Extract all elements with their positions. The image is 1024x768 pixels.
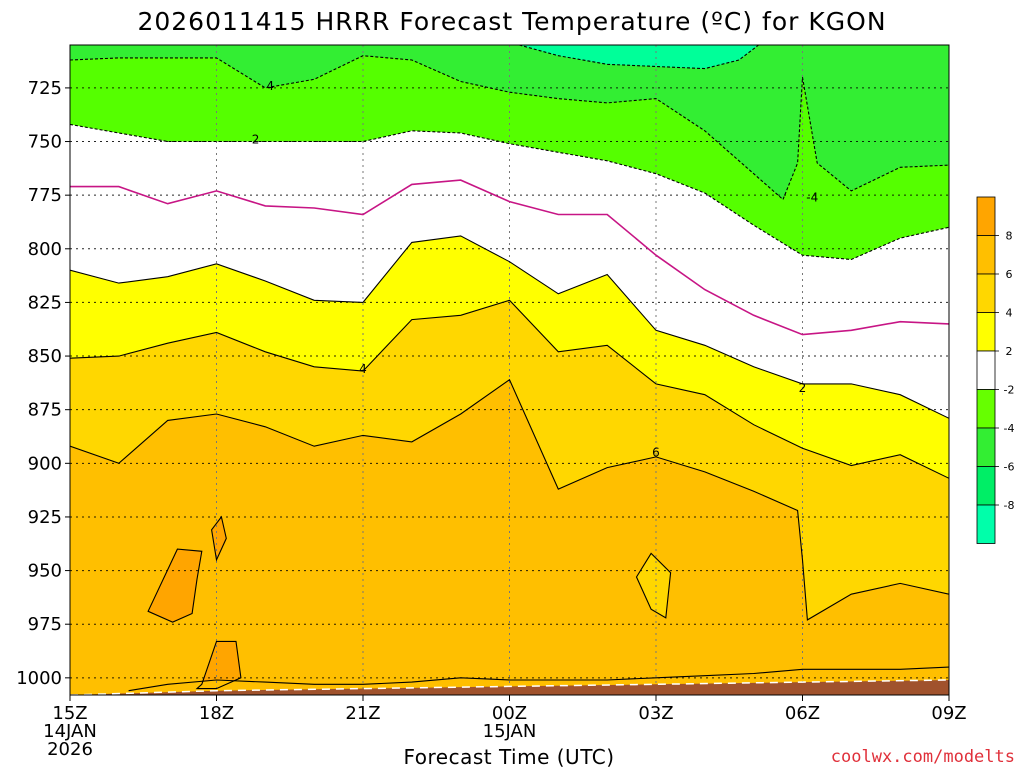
- colorbar-label-3: 2: [1006, 345, 1013, 358]
- contour-label-neg4-1: -4: [806, 190, 818, 204]
- x-tick-date-24: 15JAN: [483, 721, 537, 742]
- fill-band-m6-m4: [70, 45, 949, 200]
- contour-line-neg4: [70, 55, 949, 201]
- y-tick-label-900: 900: [28, 453, 62, 474]
- x-tick-label-21: 21Z: [345, 703, 380, 724]
- y-tick-label-750: 750: [28, 132, 62, 153]
- contour-label-layer: 4 -4 2 2 4 6: [252, 79, 819, 460]
- colorbar-label-2: 4: [1006, 307, 1013, 320]
- contour-line-6: [70, 378, 949, 621]
- colorbar: 8 6 4 2 -2 -4 -6 -8: [976, 196, 1015, 544]
- ground-layer: [70, 679, 949, 695]
- colorbar-swatch-3: [976, 312, 996, 352]
- y-tick-label-1000: 1000: [16, 668, 62, 689]
- contour-line-surface: [128, 666, 949, 692]
- x-tick-label-18: 18Z: [199, 703, 234, 724]
- colorbar-swatch-8: [976, 504, 996, 544]
- closed-contour-2: [211, 515, 227, 562]
- x-tick-label-30: 06Z: [785, 703, 820, 724]
- x-tick-label-24: 00Z: [492, 703, 527, 724]
- y-tick-label-875: 875: [28, 400, 62, 421]
- x-tick-year-15: 2026: [47, 739, 93, 760]
- closed-contour-0: [147, 548, 203, 623]
- chart-title: 2026011415 HRRR Forecast Temperature (ºC…: [137, 7, 886, 36]
- fill-pocket-3: [636, 553, 671, 618]
- closed-contour-3: [635, 552, 672, 619]
- colorbar-label-7: -8: [1004, 499, 1015, 512]
- colorbar-label-6: -6: [1004, 461, 1015, 474]
- contour-line-0: [70, 179, 949, 336]
- fill-pocket-0: [148, 549, 202, 623]
- colorbar-label-5: -4: [1004, 422, 1015, 435]
- colorbar-label-1: 6: [1006, 268, 1013, 281]
- contour-line-neg6: [519, 45, 759, 70]
- x-axis-label: Forecast Time (UTC): [403, 745, 614, 768]
- plot-area: 4 -4 2 2 4 6: [70, 45, 949, 695]
- colorbar-swatch-2: [976, 273, 996, 313]
- fill-pocket-1: [197, 641, 241, 689]
- y-tick-label-975: 975: [28, 614, 62, 635]
- credit-text[interactable]: coolwx.com/modelts: [831, 747, 1015, 767]
- colorbar-swatch-4: [976, 350, 996, 390]
- contour-line-4: [70, 299, 949, 479]
- y-tick-label-825: 825: [28, 292, 62, 313]
- colorbar-swatch-5: [976, 389, 996, 429]
- y-tick-label-850: 850: [28, 346, 62, 367]
- contour-label-neg4-0: 4: [266, 79, 274, 93]
- y-tick-label-950: 950: [28, 561, 62, 582]
- contour-line-neg2: [70, 123, 949, 261]
- x-tick-label-33: 09Z: [931, 703, 966, 724]
- colorbar-swatch-0: [976, 196, 996, 236]
- colorbar-label-4: -2: [1004, 384, 1015, 397]
- contour-line-layer: [70, 45, 949, 692]
- contour-label-2-0: 2: [799, 381, 807, 395]
- colorbar-swatch-1: [976, 235, 996, 275]
- colorbar-swatch-7: [976, 466, 996, 506]
- x-tick-date-15: 14JAN: [43, 721, 97, 742]
- contour-line-2: [70, 235, 949, 419]
- contour-label-neg2-0: 2: [252, 132, 260, 146]
- y-tick-label-725: 725: [28, 78, 62, 99]
- closed-contour-1: [195, 640, 242, 690]
- x-tick-label-27: 03Z: [638, 703, 673, 724]
- ground-line: [70, 679, 949, 695]
- y-tick-label-925: 925: [28, 507, 62, 528]
- y-axis-ticks: 725 750 775 800 825 850 875 900 925 950 975 1000: [16, 78, 70, 689]
- contour-label-6-0: 6: [652, 446, 660, 460]
- gridlines: [70, 45, 949, 695]
- x-tick-label-15: 15Z: [52, 703, 87, 724]
- y-tick-label-800: 800: [28, 239, 62, 260]
- y-tick-label-775: 775: [28, 185, 62, 206]
- colorbar-label-0: 8: [1006, 230, 1013, 243]
- colorbar-swatch-6: [976, 427, 996, 467]
- fill-band-lt-m6: [519, 45, 759, 69]
- contour-label-4-0: 4: [359, 362, 367, 376]
